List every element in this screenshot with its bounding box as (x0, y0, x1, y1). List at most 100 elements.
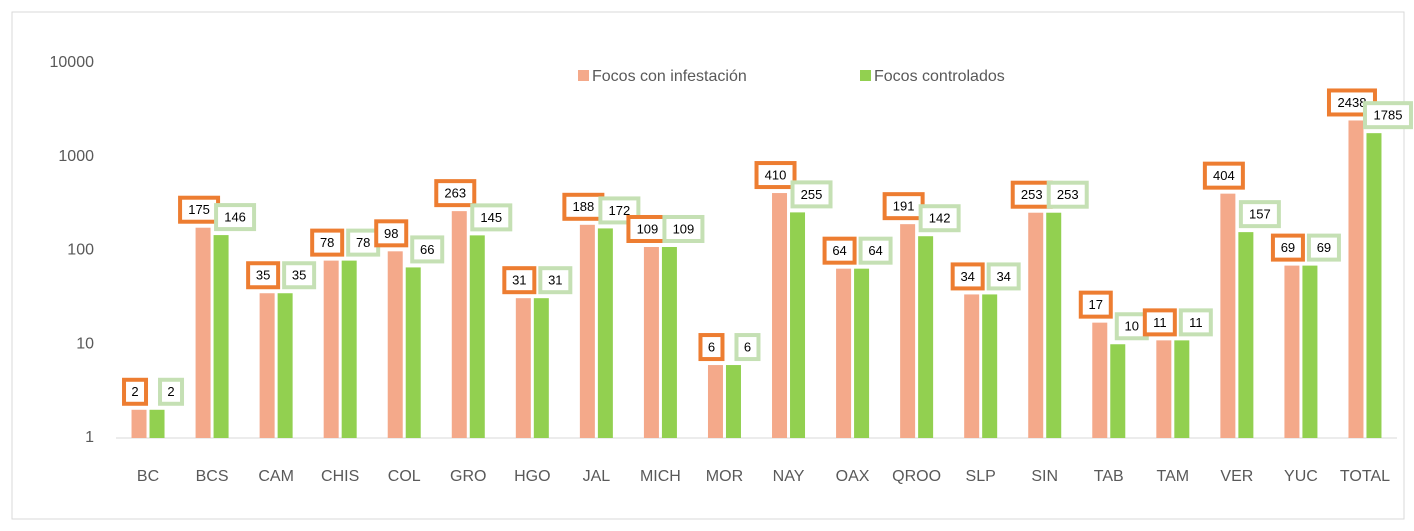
data-label-box (158, 377, 185, 406)
x-tick-label: QROO (892, 468, 941, 485)
data-label: 175 (188, 202, 210, 217)
bar (772, 193, 788, 438)
bar (1366, 133, 1382, 438)
x-tick-label: YUC (1284, 468, 1318, 485)
x-tick-label: MOR (706, 468, 743, 485)
bar (341, 260, 357, 438)
bar (836, 268, 852, 438)
x-tick-label: TOTAL (1340, 468, 1390, 485)
data-label: 1785 (1374, 108, 1403, 123)
data-label: 17 (1089, 297, 1103, 312)
x-tick-label: VER (1220, 468, 1253, 485)
x-tick-label: BC (137, 468, 159, 485)
data-label: 6 (744, 339, 751, 354)
data-label-box (502, 266, 537, 295)
legend-label: Focos controlados (874, 68, 1005, 85)
y-tick-label: 1000 (58, 148, 94, 165)
data-label-box (1046, 180, 1089, 209)
bar (277, 293, 293, 438)
bar (259, 293, 275, 438)
data-label: 10 (1125, 319, 1139, 334)
bar (918, 236, 934, 438)
data-label-box (1178, 308, 1213, 337)
data-label-box (434, 179, 477, 208)
bar (451, 211, 467, 438)
bar (1284, 265, 1300, 438)
bar (149, 409, 165, 438)
bar (725, 365, 741, 438)
data-label: 11 (1153, 315, 1167, 330)
data-label: 172 (609, 203, 631, 218)
bar (1092, 322, 1108, 438)
bar (964, 294, 980, 438)
data-label: 404 (1213, 168, 1235, 183)
data-label: 2 (131, 384, 138, 399)
x-tick-label: BCS (196, 468, 229, 485)
x-tick-label: JAL (583, 468, 611, 485)
data-label-box (1142, 308, 1177, 337)
data-label: 253 (1057, 187, 1079, 202)
data-label: 2 (167, 384, 174, 399)
bar (515, 298, 531, 438)
data-label: 188 (573, 199, 595, 214)
bar (469, 235, 485, 438)
data-label-box (410, 235, 445, 264)
data-label: 66 (420, 242, 434, 257)
data-label: 78 (320, 235, 334, 250)
bar (533, 298, 549, 438)
y-tick-label: 100 (67, 242, 94, 259)
data-label-box (882, 192, 925, 221)
data-label: 69 (1317, 240, 1331, 255)
data-label: 98 (384, 226, 398, 241)
x-tick-label: SIN (1031, 468, 1058, 485)
data-label-box (790, 180, 833, 209)
data-label: 31 (512, 273, 526, 288)
bar (854, 268, 870, 438)
data-label: 109 (637, 221, 659, 236)
data-label: 253 (1021, 187, 1043, 202)
data-label: 6 (708, 339, 715, 354)
bar (579, 224, 595, 438)
data-label-box (734, 333, 761, 362)
x-tick-label: OAX (836, 468, 870, 485)
bar (1046, 212, 1062, 438)
bar (1174, 340, 1190, 438)
y-tick-label: 1 (85, 429, 94, 446)
data-label: 64 (832, 243, 846, 258)
data-label-box (246, 261, 281, 290)
data-label: 69 (1281, 240, 1295, 255)
data-label: 191 (893, 199, 915, 214)
data-label-box (538, 266, 573, 295)
data-label: 35 (256, 268, 270, 283)
data-label-box (918, 204, 961, 233)
data-label-box (662, 214, 705, 243)
data-label: 2438 (1338, 95, 1367, 110)
bar (1156, 340, 1172, 438)
x-tick-label: TAM (1157, 468, 1190, 485)
data-label: 64 (868, 243, 882, 258)
bar (323, 260, 339, 438)
legend-swatch (860, 70, 871, 81)
data-label: 34 (960, 269, 974, 284)
data-label-box (950, 262, 985, 291)
data-label: 145 (480, 210, 502, 225)
data-label: 410 (765, 167, 787, 182)
bar (1110, 344, 1126, 438)
data-label-box (1362, 101, 1413, 130)
x-tick-label: MICH (640, 468, 681, 485)
data-label: 146 (224, 210, 246, 225)
bar (1238, 232, 1254, 438)
y-tick-label: 10 (76, 335, 94, 352)
bar (1220, 193, 1236, 438)
bar (1302, 265, 1318, 438)
x-tick-label: HGO (514, 468, 550, 485)
data-label-box (754, 161, 797, 190)
x-tick-label: NAY (773, 468, 805, 485)
y-tick-label: 10000 (50, 54, 95, 71)
bar (707, 365, 723, 438)
data-label: 34 (996, 269, 1010, 284)
data-label-box (374, 219, 409, 248)
data-label-box (1238, 200, 1281, 229)
data-label-box (986, 262, 1021, 291)
data-label-box (1306, 233, 1341, 262)
